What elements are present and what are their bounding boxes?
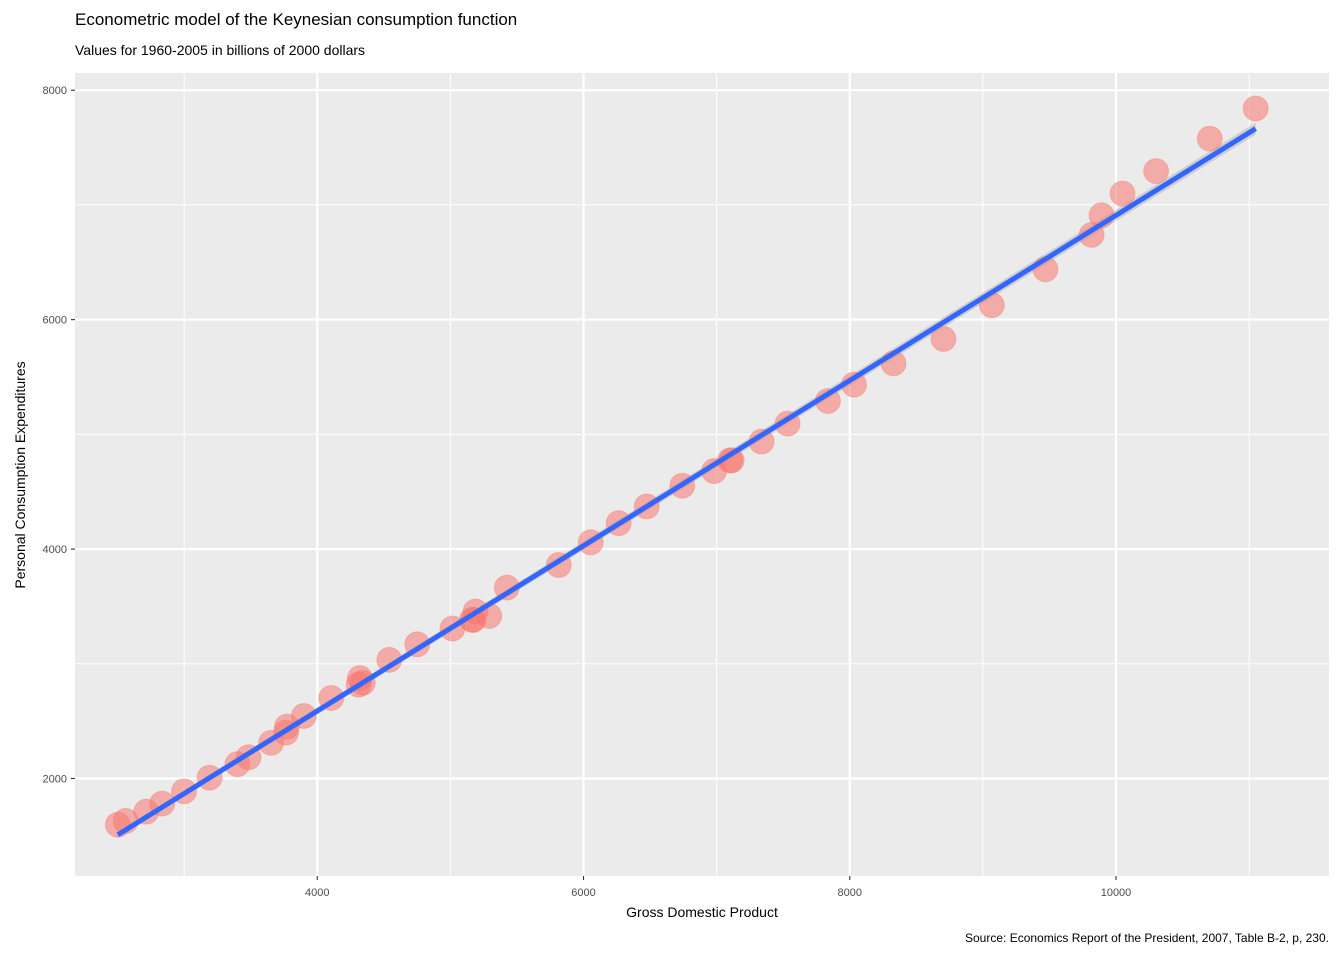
source-caption: Source: Economics Report of the Presiden… — [965, 931, 1329, 945]
y-axis-title: Personal Consumption Expenditures — [12, 361, 28, 588]
major-gridlines — [75, 73, 1329, 876]
regression-line — [116, 126, 1257, 837]
data-point — [1143, 158, 1170, 185]
y-tick-label: 4000 — [43, 544, 67, 556]
x-tick-label: 10000 — [1101, 887, 1132, 899]
x-axis-title: Gross Domestic Product — [626, 904, 778, 920]
chart-title: Econometric model of the Keynesian consu… — [75, 10, 518, 29]
x-tick-label: 8000 — [838, 887, 862, 899]
y-tick-label: 2000 — [43, 773, 67, 785]
x-tick-label: 6000 — [571, 887, 595, 899]
regression-line-group — [116, 126, 1257, 837]
y-axis: 2000 4000 6000 8000 — [43, 85, 75, 785]
data-point — [1109, 180, 1136, 207]
chart-subtitle: Values for 1960-2005 in billions of 2000… — [75, 42, 366, 58]
y-tick-label: 8000 — [43, 85, 67, 97]
data-point — [1196, 125, 1223, 152]
y-tick-label: 6000 — [43, 315, 67, 327]
x-tick-label: 4000 — [305, 887, 329, 899]
x-axis: 4000 6000 8000 10000 — [305, 876, 1131, 899]
minor-gridlines — [75, 73, 1329, 876]
data-point — [930, 325, 957, 352]
data-point — [1242, 95, 1269, 122]
